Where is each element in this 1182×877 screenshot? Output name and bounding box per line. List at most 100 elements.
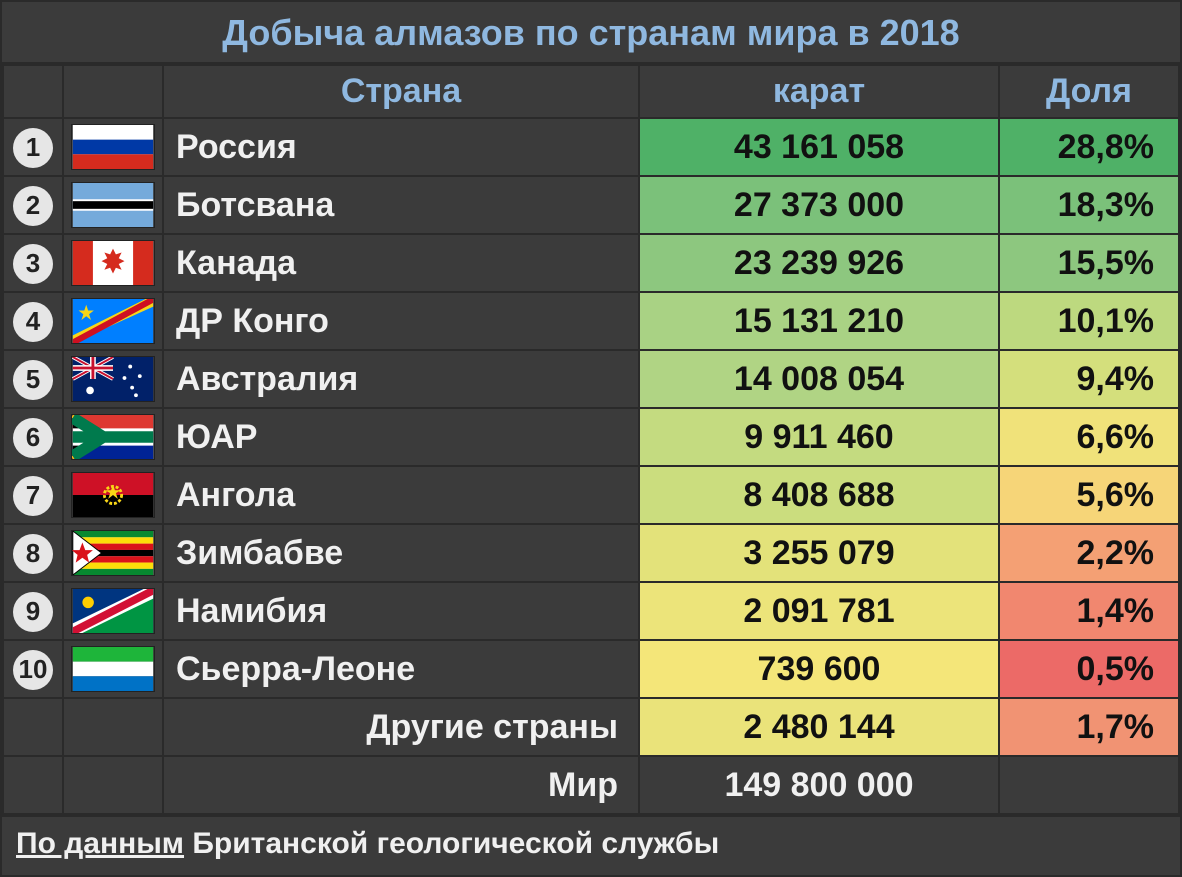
country-cell: Канада <box>163 234 639 292</box>
flag-icon <box>71 414 155 460</box>
rank-cell: 2 <box>3 176 63 234</box>
rank-badge: 5 <box>13 360 53 400</box>
flag-icon <box>71 472 155 518</box>
rank-badge: 6 <box>13 418 53 458</box>
table-row: 4 ДР Конго15 131 21010,1% <box>3 292 1179 350</box>
carat-cell: 15 131 210 <box>639 292 999 350</box>
share-cell: 1,4% <box>999 582 1179 640</box>
summary-label: Мир <box>163 756 639 814</box>
rank-badge: 2 <box>13 186 53 226</box>
table-row: 8Зимбабве3 255 0792,2% <box>3 524 1179 582</box>
flag-cell <box>63 698 163 756</box>
summary-row: Мир149 800 000 <box>3 756 1179 814</box>
flag-icon <box>71 240 155 286</box>
carat-cell: 23 239 926 <box>639 234 999 292</box>
share-cell: 0,5% <box>999 640 1179 698</box>
rank-cell: 1 <box>3 118 63 176</box>
rank-cell: 8 <box>3 524 63 582</box>
flag-cell <box>63 118 163 176</box>
rank-badge: 10 <box>13 650 53 690</box>
share-cell: 10,1% <box>999 292 1179 350</box>
share-cell: 18,3% <box>999 176 1179 234</box>
share-cell: 9,4% <box>999 350 1179 408</box>
country-cell: Россия <box>163 118 639 176</box>
flag-icon <box>71 356 155 402</box>
rank-badge: 7 <box>13 476 53 516</box>
flag-cell <box>63 176 163 234</box>
footer-link[interactable]: По данным <box>16 827 184 860</box>
country-cell: ДР Конго <box>163 292 639 350</box>
table-row: 2 Ботсвана27 373 00018,3% <box>3 176 1179 234</box>
flag-icon <box>71 182 155 228</box>
summary-row: Другие страны2 480 1441,7% <box>3 698 1179 756</box>
header-carat: карат <box>639 65 999 118</box>
carat-cell: 2 480 144 <box>639 698 999 756</box>
rank-badge: 9 <box>13 592 53 632</box>
table-row: 7 Ангола8 408 6885,6% <box>3 466 1179 524</box>
share-cell: 6,6% <box>999 408 1179 466</box>
footer-rest: Британской геологической службы <box>184 827 719 860</box>
header-country: Страна <box>163 65 639 118</box>
header-rank <box>3 65 63 118</box>
flag-cell <box>63 292 163 350</box>
flag-cell <box>63 640 163 698</box>
share-cell <box>999 756 1179 814</box>
rank-badge: 3 <box>13 244 53 284</box>
flag-icon <box>71 646 155 692</box>
carat-cell: 9 911 460 <box>639 408 999 466</box>
country-cell: Австралия <box>163 350 639 408</box>
rank-cell <box>3 698 63 756</box>
flag-icon <box>71 588 155 634</box>
footer-source: По данным Британской геологической служб… <box>2 815 1180 875</box>
table-row: 9Намибия2 091 7811,4% <box>3 582 1179 640</box>
table-row: 10 Сьерра-Леоне739 6000,5% <box>3 640 1179 698</box>
rank-cell: 9 <box>3 582 63 640</box>
carat-cell: 739 600 <box>639 640 999 698</box>
share-cell: 1,7% <box>999 698 1179 756</box>
rank-cell: 4 <box>3 292 63 350</box>
share-cell: 15,5% <box>999 234 1179 292</box>
header-flag <box>63 65 163 118</box>
flag-icon <box>71 298 155 344</box>
country-cell: Сьерра-Леоне <box>163 640 639 698</box>
rank-cell: 5 <box>3 350 63 408</box>
table-container: Добыча алмазов по странам мира в 2018 Ст… <box>0 0 1182 877</box>
rank-cell <box>3 756 63 814</box>
carat-cell: 8 408 688 <box>639 466 999 524</box>
flag-cell <box>63 582 163 640</box>
table-row: 5 Австралия14 008 0549,4% <box>3 350 1179 408</box>
country-cell: Ангола <box>163 466 639 524</box>
table-row: 1 Россия43 161 05828,8% <box>3 118 1179 176</box>
share-cell: 2,2% <box>999 524 1179 582</box>
carat-cell: 14 008 054 <box>639 350 999 408</box>
flag-cell <box>63 756 163 814</box>
header-share: Доля <box>999 65 1179 118</box>
flag-cell <box>63 234 163 292</box>
flag-cell <box>63 350 163 408</box>
flag-icon <box>71 530 155 576</box>
table-row: 6 ЮАР9 911 4606,6% <box>3 408 1179 466</box>
rank-cell: 7 <box>3 466 63 524</box>
carat-cell: 27 373 000 <box>639 176 999 234</box>
country-cell: Ботсвана <box>163 176 639 234</box>
carat-cell: 2 091 781 <box>639 582 999 640</box>
data-table: Страна карат Доля 1 Россия43 161 05828,8%… <box>2 64 1180 815</box>
country-cell: ЮАР <box>163 408 639 466</box>
summary-label: Другие страны <box>163 698 639 756</box>
share-cell: 5,6% <box>999 466 1179 524</box>
header-row: Страна карат Доля <box>3 65 1179 118</box>
flag-cell <box>63 466 163 524</box>
share-cell: 28,8% <box>999 118 1179 176</box>
flag-cell <box>63 408 163 466</box>
flag-icon <box>71 124 155 170</box>
carat-cell: 43 161 058 <box>639 118 999 176</box>
rank-badge: 1 <box>13 128 53 168</box>
page-title: Добыча алмазов по странам мира в 2018 <box>2 2 1180 64</box>
rank-cell: 6 <box>3 408 63 466</box>
rank-cell: 10 <box>3 640 63 698</box>
flag-cell <box>63 524 163 582</box>
rank-badge: 8 <box>13 534 53 574</box>
rank-badge: 4 <box>13 302 53 342</box>
rank-cell: 3 <box>3 234 63 292</box>
table-row: 3 Канада23 239 92615,5% <box>3 234 1179 292</box>
